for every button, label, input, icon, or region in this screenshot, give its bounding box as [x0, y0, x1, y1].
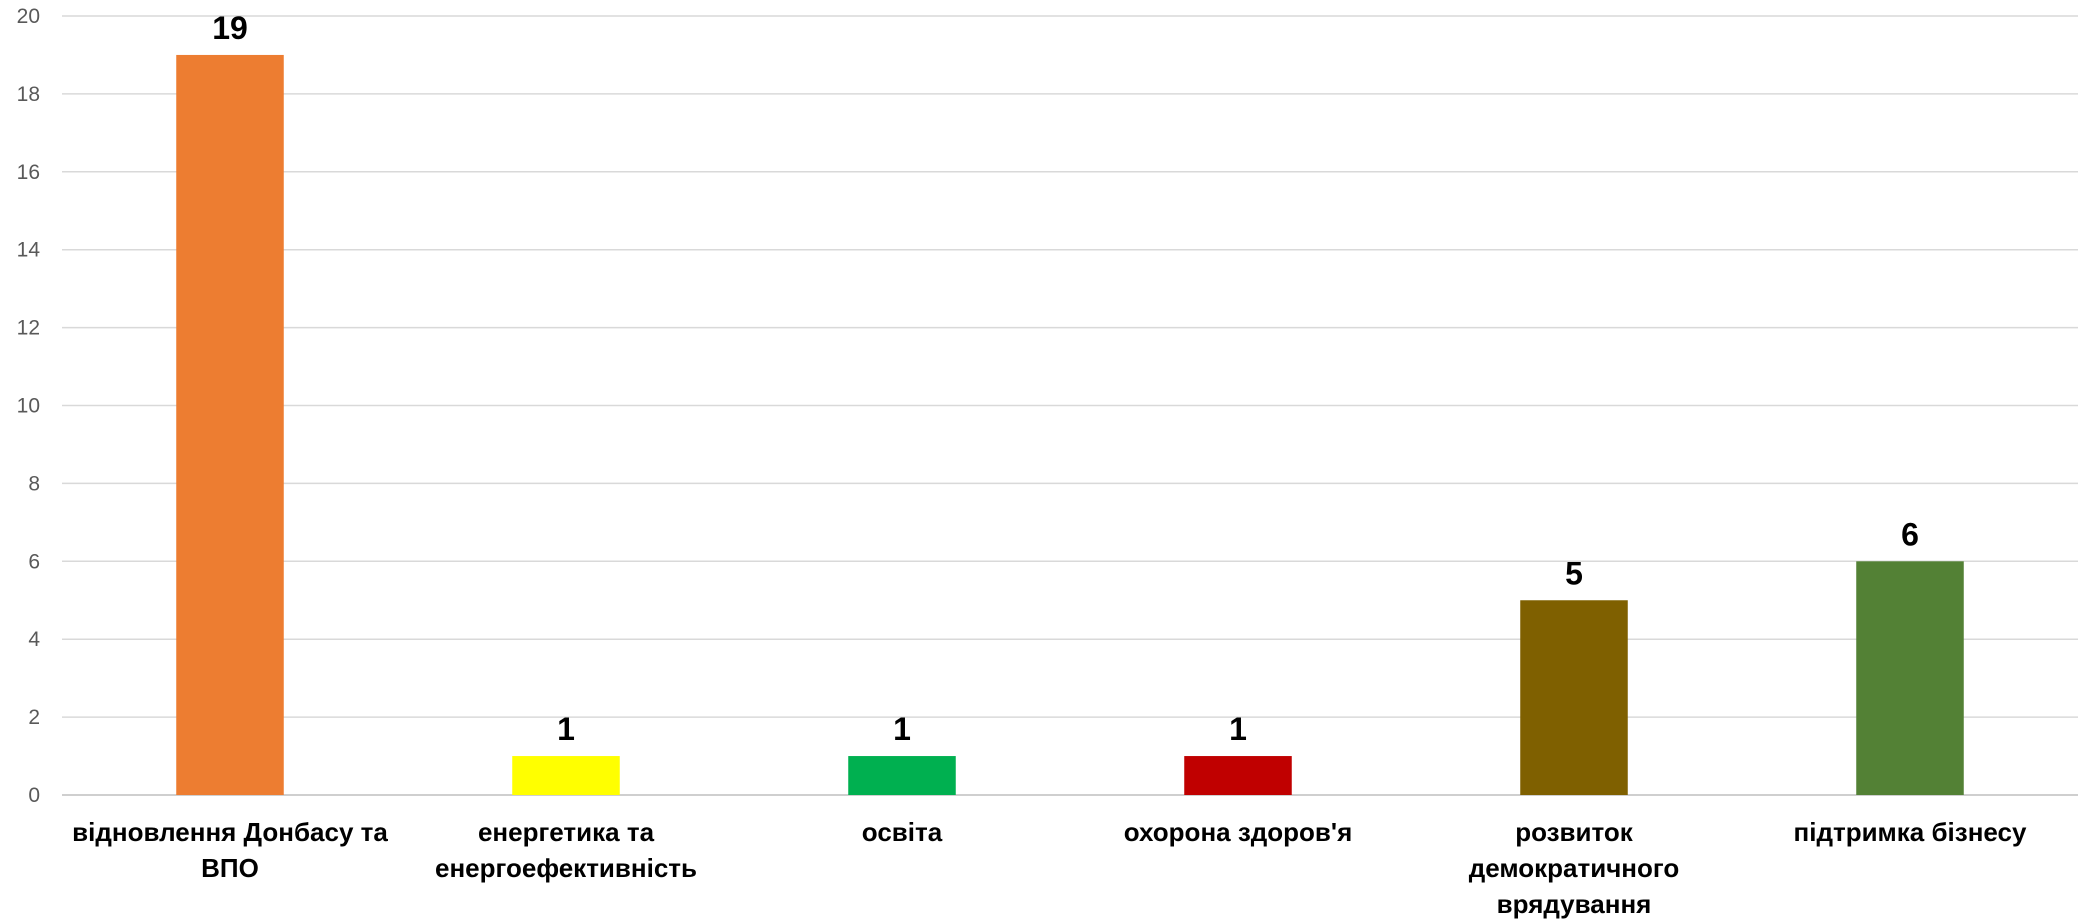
category-label-line: освіта — [862, 817, 943, 847]
bar — [176, 54, 284, 795]
category-label-line: демократичного — [1469, 853, 1680, 883]
y-tick-label: 14 — [17, 239, 41, 262]
y-tick-label: 20 — [17, 5, 40, 28]
category-label: розвиток демократичного врядування — [1469, 817, 1680, 919]
y-tick-label: 2 — [28, 706, 40, 729]
category-label: відновлення Донбасу та ВПО — [72, 817, 388, 883]
data-labels: 19 1 1 1 5 6 — [212, 10, 1919, 747]
bar — [1856, 561, 1964, 795]
y-tick-label: 0 — [28, 784, 40, 807]
bar — [1520, 600, 1628, 795]
category-label: підтримка бізнесу — [1794, 817, 2027, 847]
y-tick-label: 12 — [17, 317, 40, 340]
data-label: 1 — [893, 711, 911, 747]
y-tick-label: 4 — [28, 628, 40, 651]
category-label-line: енергоефективність — [435, 853, 697, 883]
category-label-line: енергетика та — [478, 817, 655, 847]
y-tick-label: 10 — [17, 395, 40, 418]
data-label: 5 — [1565, 555, 1583, 591]
category-label-line: ВПО — [201, 853, 259, 883]
y-tick-label: 6 — [28, 550, 40, 573]
category-label: енергетика та енергоефективність — [435, 817, 697, 883]
bar — [1184, 756, 1292, 795]
data-label: 1 — [1229, 711, 1247, 747]
y-tick-label: 18 — [17, 83, 40, 106]
bars — [176, 54, 1964, 795]
data-label: 6 — [1901, 516, 1919, 552]
data-label: 1 — [557, 711, 575, 747]
y-tick-label: 16 — [17, 161, 40, 184]
data-label: 19 — [212, 10, 248, 46]
category-label-line: врядування — [1497, 889, 1652, 919]
category-label-line: розвиток — [1515, 817, 1634, 847]
category-label: освіта — [862, 817, 943, 847]
y-axis-tick-labels: 0 2 4 6 8 10 12 14 16 18 20 — [17, 5, 41, 807]
gridlines — [62, 15, 2078, 796]
category-label-line: охорона здоров'я — [1124, 817, 1353, 847]
category-label: охорона здоров'я — [1124, 817, 1353, 847]
bar — [512, 756, 620, 795]
y-tick-label: 8 — [28, 472, 40, 495]
category-label-line: відновлення Донбасу та — [72, 817, 388, 847]
bar — [848, 756, 956, 795]
category-label-line: підтримка бізнесу — [1794, 817, 2027, 847]
